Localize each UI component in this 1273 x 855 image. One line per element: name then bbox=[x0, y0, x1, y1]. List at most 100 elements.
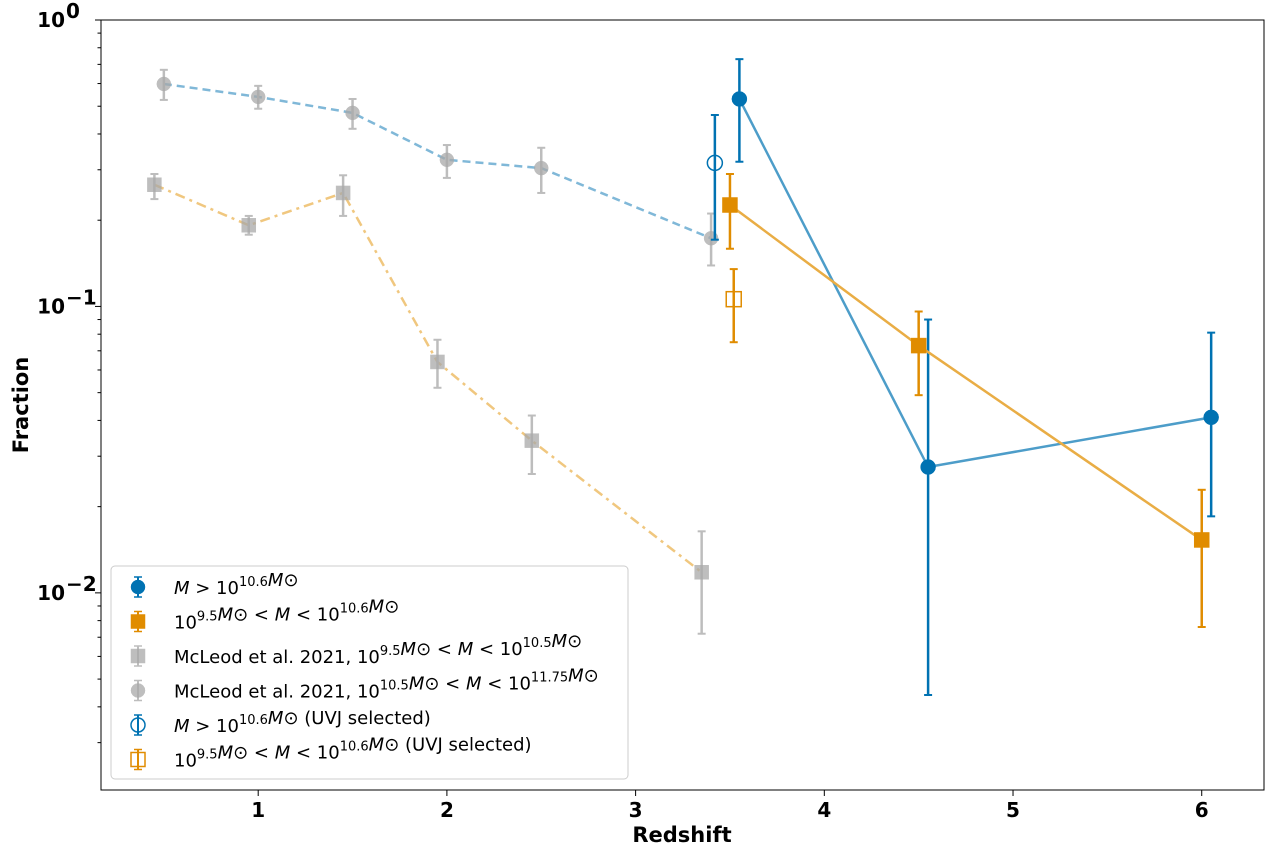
legend-text: ⊙ < bbox=[424, 674, 466, 695]
legend-text: < 10 bbox=[290, 743, 339, 764]
legend-math: M bbox=[466, 674, 482, 695]
x-tick-label: 6 bbox=[1195, 798, 1209, 822]
legend-superscript: 9.5 bbox=[380, 644, 401, 659]
legend-math: M bbox=[275, 743, 291, 764]
series-2 bbox=[147, 172, 709, 635]
legend-text: < 10 bbox=[481, 674, 530, 695]
legend-text: > 10 bbox=[190, 716, 239, 737]
legend-math: M bbox=[369, 597, 385, 618]
data-point-circle bbox=[1203, 409, 1219, 426]
legend-math: M bbox=[174, 578, 190, 599]
series-1 bbox=[722, 172, 1210, 629]
data-point-square bbox=[725, 290, 742, 308]
legend-text: > 10 bbox=[190, 578, 239, 599]
data-point-square bbox=[694, 565, 709, 580]
legend-superscript: 10.6 bbox=[340, 740, 369, 755]
legend-text: ⊙ bbox=[384, 597, 399, 618]
legend-label: 109.5M⊙ < M < 1010.6M⊙ (UVJ selected) bbox=[174, 735, 532, 772]
legend-math: M bbox=[568, 666, 584, 687]
data-point-square bbox=[130, 648, 146, 664]
data-point-circle bbox=[706, 154, 724, 172]
legend-text: < 10 bbox=[290, 605, 339, 626]
legend-superscript: 10.5 bbox=[380, 679, 409, 694]
legend-math: M bbox=[268, 708, 284, 729]
data-point-square bbox=[130, 751, 146, 768]
legend-text: 10 bbox=[174, 751, 197, 772]
data-point-circle bbox=[130, 683, 146, 698]
y-tick-label: 10 bbox=[37, 294, 65, 318]
legend-superscript: 9.5 bbox=[197, 748, 218, 763]
y-tick-label: 10 bbox=[37, 581, 65, 605]
x-tick-label: 3 bbox=[629, 798, 643, 822]
legend-box bbox=[110, 565, 629, 780]
legend-math: M bbox=[218, 605, 234, 626]
legend-math: M bbox=[275, 605, 291, 626]
x-tick-label: 2 bbox=[440, 798, 454, 822]
series-line bbox=[163, 82, 712, 240]
legend-superscript: 10.6 bbox=[340, 602, 369, 617]
legend-text: 10 bbox=[174, 613, 197, 634]
series-4 bbox=[706, 113, 724, 241]
legend-label: 109.5M⊙ < M < 1010.6M⊙ bbox=[174, 597, 399, 634]
data-point-square bbox=[722, 197, 738, 213]
legend-text: ⊙ < bbox=[416, 639, 458, 660]
data-point-square bbox=[430, 354, 445, 370]
data-point-square bbox=[524, 433, 540, 448]
data-point-square bbox=[241, 218, 257, 233]
y-axis-label: Fraction bbox=[9, 357, 33, 454]
x-tick-label: 5 bbox=[1006, 798, 1020, 822]
legend-item: 109.5M⊙ < M < 1010.6M⊙ (UVJ selected) bbox=[130, 735, 532, 772]
data-point-square bbox=[1193, 532, 1210, 548]
legend-math: M bbox=[401, 639, 417, 660]
series-5 bbox=[725, 268, 742, 344]
legend-text: ⊙ bbox=[283, 570, 298, 591]
legend-superscript: 11.75 bbox=[531, 671, 568, 686]
legend-math: M bbox=[174, 716, 190, 737]
y-tick-exponent: −2 bbox=[66, 572, 97, 596]
legend-superscript: 10.6 bbox=[239, 713, 268, 728]
data-point-circle bbox=[250, 89, 266, 105]
data-point-circle bbox=[130, 717, 146, 733]
data-point-square bbox=[147, 177, 162, 192]
series-3 bbox=[156, 68, 719, 267]
legend-superscript: 9.5 bbox=[197, 610, 218, 625]
legend-text: ⊙ < bbox=[233, 605, 275, 626]
series-line bbox=[153, 183, 703, 574]
legend-item: M > 1010.6M⊙ bbox=[130, 570, 299, 599]
x-tick-label: 4 bbox=[817, 798, 831, 822]
y-tick-exponent: 0 bbox=[66, 0, 80, 23]
legend-label: McLeod et al. 2021, 1010.5M⊙ < M < 1011.… bbox=[174, 666, 599, 703]
legend-text: ⊙ bbox=[567, 631, 582, 652]
legend-item: M > 1010.6M⊙ (UVJ selected) bbox=[130, 708, 431, 737]
data-point-circle bbox=[130, 579, 146, 595]
legend-text: ⊙ < bbox=[233, 743, 275, 764]
legend-math: M bbox=[218, 743, 234, 764]
legend-math: M bbox=[268, 570, 284, 591]
legend-superscript: 10.6 bbox=[239, 575, 268, 590]
x-tick-label: 1 bbox=[251, 798, 265, 822]
legend-text: ⊙ bbox=[584, 666, 599, 687]
legend-math: M bbox=[458, 639, 474, 660]
data-point-circle bbox=[534, 160, 549, 176]
data-point-square bbox=[130, 614, 146, 629]
data-point-circle bbox=[156, 76, 172, 92]
series-line bbox=[738, 98, 1212, 469]
legend-label: M > 1010.6M⊙ bbox=[174, 570, 299, 599]
legend: M > 1010.6M⊙109.5M⊙ < M < 1010.6M⊙McLeod… bbox=[110, 565, 629, 780]
legend-text: ⊙ (UVJ selected) bbox=[283, 708, 430, 729]
plot-frame bbox=[100, 19, 1265, 791]
legend-text: McLeod et al. 2021, 10 bbox=[174, 682, 380, 703]
data-point-circle bbox=[345, 105, 360, 121]
series-0 bbox=[731, 58, 1219, 696]
y-tick-label: 10 bbox=[37, 8, 65, 32]
legend-item: McLeod et al. 2021, 109.5M⊙ < M < 1010.5… bbox=[130, 631, 582, 668]
data-point-circle bbox=[920, 459, 936, 475]
legend-item: McLeod et al. 2021, 1010.5M⊙ < M < 1011.… bbox=[130, 666, 599, 703]
legend-superscript: 10.5 bbox=[523, 636, 552, 651]
y-tick-exponent: −1 bbox=[66, 285, 97, 309]
legend-label: McLeod et al. 2021, 109.5M⊙ < M < 1010.5… bbox=[174, 631, 582, 668]
data-point-circle bbox=[439, 152, 455, 168]
legend-label: M > 1010.6M⊙ (UVJ selected) bbox=[174, 708, 431, 737]
